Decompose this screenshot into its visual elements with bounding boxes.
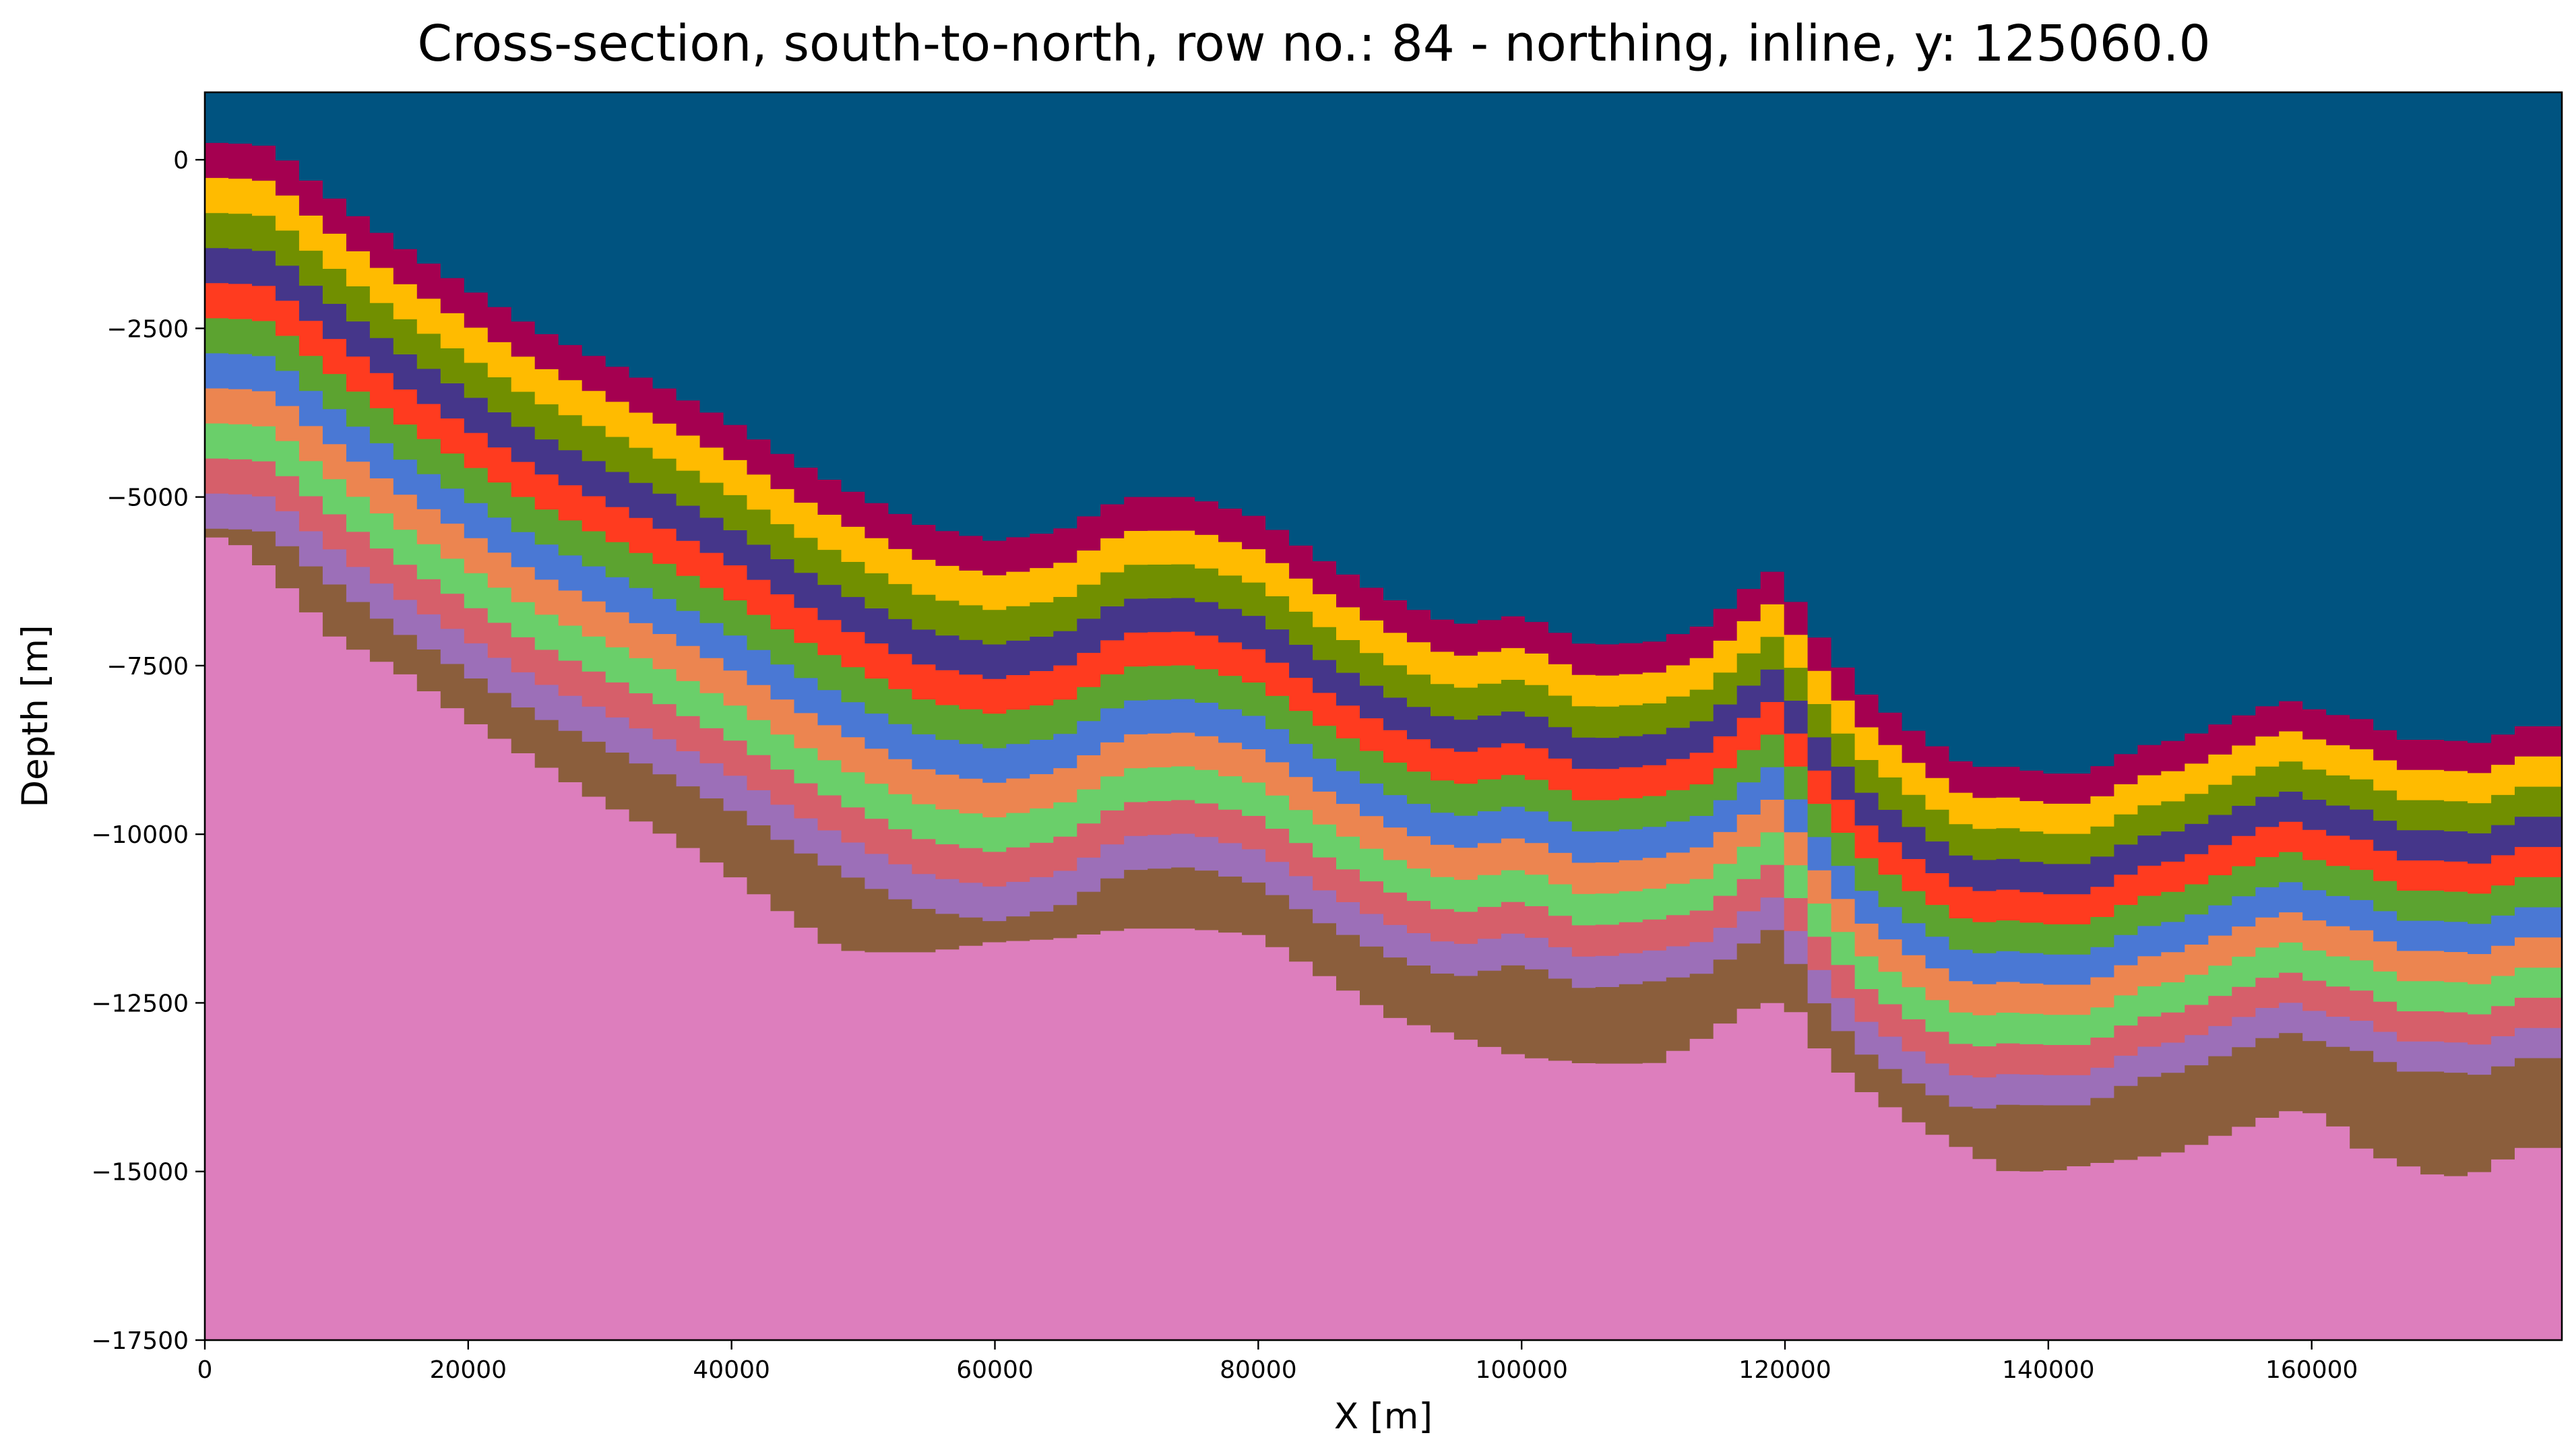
x-tick-label: 100000 — [1475, 1356, 1567, 1384]
y-tick-label: −2500 — [106, 315, 189, 343]
y-tick-label: −12500 — [91, 990, 189, 1017]
chart-title: Cross-section, south-to-north, row no.: … — [417, 15, 2210, 73]
y-tick-label: −17500 — [91, 1327, 189, 1355]
x-tick-label: 0 — [197, 1356, 213, 1384]
basement-layer — [205, 537, 2562, 1340]
y-axis-label: Depth [m] — [15, 625, 56, 807]
x-tick-label: 120000 — [1738, 1356, 1831, 1384]
x-tick-label: 40000 — [693, 1356, 770, 1384]
plot-frame — [203, 91, 2563, 1341]
x-axis-ticks: 0 20000 40000 60000 80000 100000 120000 140000 1… — [197, 1340, 2358, 1384]
x-tick-label: 140000 — [2002, 1356, 2094, 1384]
y-tick-label: −15000 — [91, 1159, 189, 1186]
x-tick-label: 20000 — [430, 1356, 507, 1384]
x-tick-label: 160000 — [2265, 1356, 2358, 1384]
plot-area — [205, 92, 2562, 1340]
y-tick-label: −10000 — [91, 821, 189, 849]
x-tick-label: 80000 — [1220, 1356, 1297, 1384]
y-tick-label: 0 — [173, 147, 189, 175]
x-axis-label: X [m] — [1334, 1396, 1433, 1437]
x-tick-label: 60000 — [956, 1356, 1034, 1384]
stratigraphic-layers — [205, 143, 2562, 1340]
y-axis-ticks: 0 −2500 −5000 −7500 −10000 −12500 −15000 −17500 — [91, 147, 205, 1355]
y-tick-label: −5000 — [106, 484, 189, 512]
y-tick-label: −7500 — [106, 653, 189, 680]
